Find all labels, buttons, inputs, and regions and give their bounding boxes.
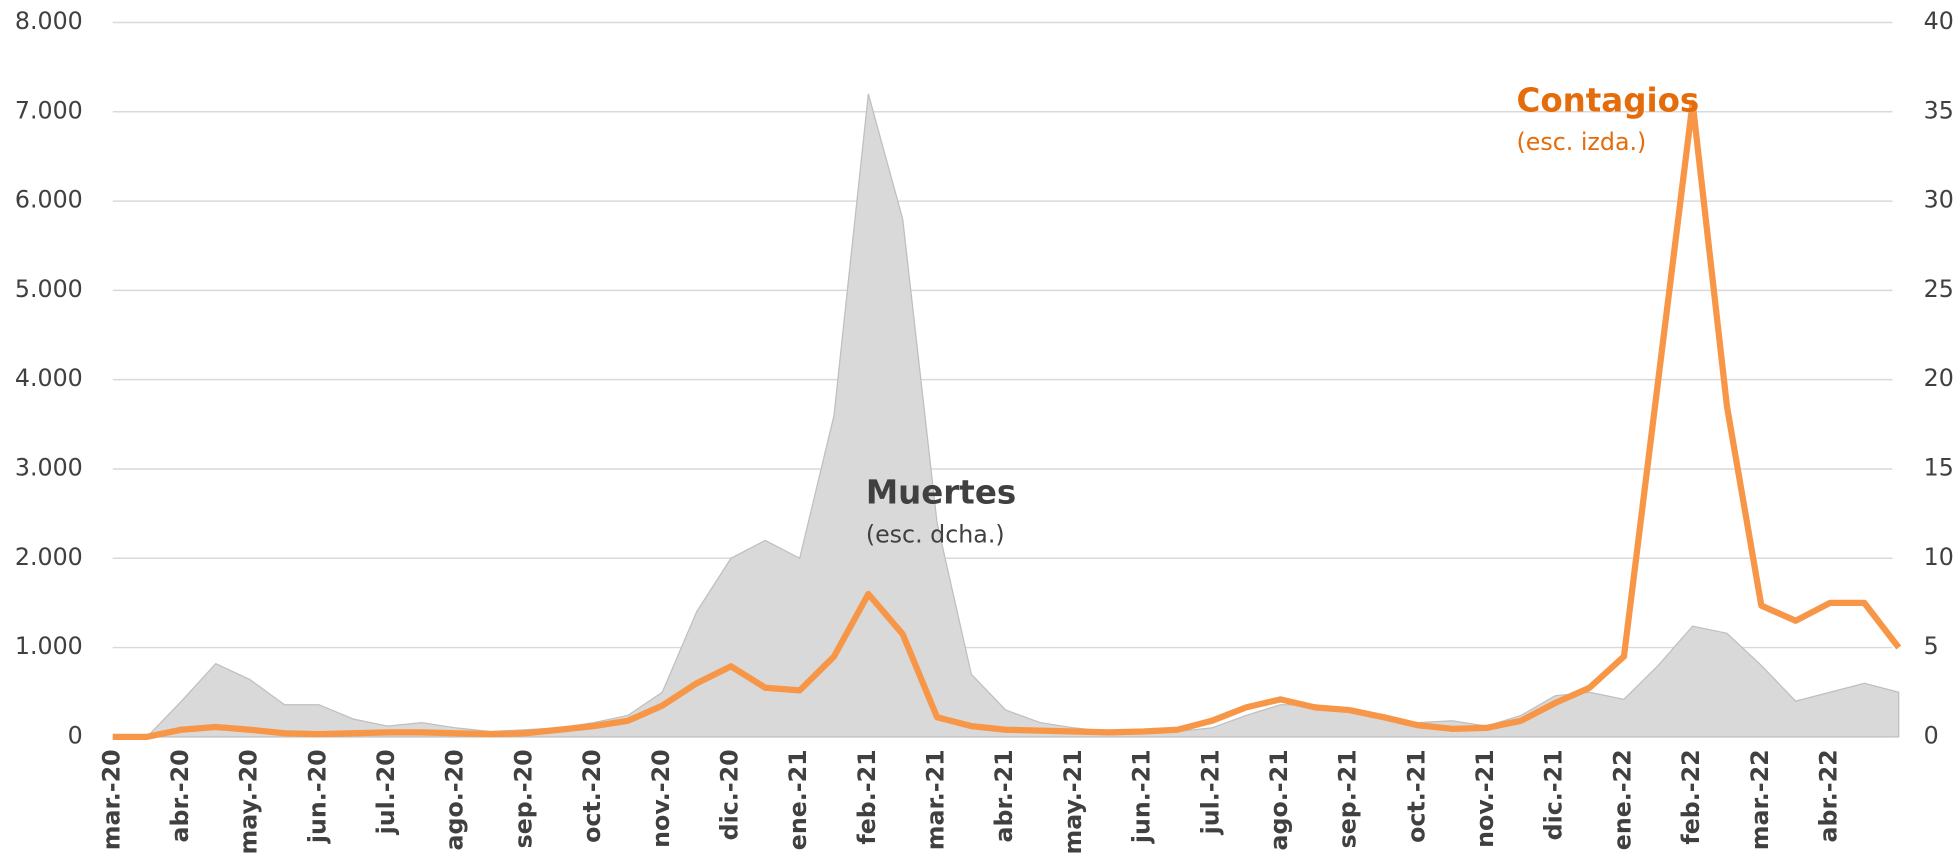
series-label: Muertes [866,474,1016,512]
y-tick-label: 6.000 [15,186,83,214]
x-tick-label: feb.-22 [1677,749,1705,844]
y-tick-label: 0 [68,721,83,749]
series-label: Contagios [1517,81,1700,119]
y-tick-label: 5.000 [15,275,83,303]
y2-tick-label: 5 [1924,632,1939,660]
x-tick-label: sep.-21 [1334,749,1362,848]
x-tick-label: oct.-20 [578,749,606,843]
line [112,99,1902,740]
y2-tick-label: 15 [1924,453,1954,481]
y-tick-label: 8.000 [15,7,83,35]
x-tick-label: ago.-21 [1265,749,1293,850]
x-tick-label: jul.-20 [372,749,400,835]
x-tick-label: sep.-20 [509,749,537,848]
x-tick-label: oct.-21 [1402,749,1430,843]
x-tick-label: ago.-20 [441,749,469,850]
y2-tick-label: 20 [1924,364,1954,392]
x-tick-label: may.-21 [1059,749,1087,854]
y-tick-label: 1.000 [15,632,83,660]
x-tick-label: jul.-21 [1196,749,1224,835]
x-tick-label: ene.-21 [784,749,812,850]
x-tick-label: mar.-22 [1746,749,1774,850]
x-tick-label: mar.-20 [97,749,125,850]
y2-tick-label: 40 [1924,7,1954,35]
y-tick-label: 2.000 [15,543,83,571]
x-tick-label: nov.-21 [1471,749,1499,848]
y2-tick-label: 10 [1924,543,1954,571]
x-tick-label: nov.-20 [647,749,675,848]
y-tick-label: 3.000 [15,453,83,481]
x-tick-label: abr.-22 [1815,749,1843,842]
x-tick-label: mar.-21 [922,749,950,850]
plot-area [112,93,1902,740]
x-tick-label: dic.-20 [715,749,743,840]
x-tick-label: ene.-22 [1608,749,1636,850]
y2-tick-label: 35 [1924,96,1954,124]
x-tick-label: jun.-21 [1128,749,1156,844]
x-tick-label: may.-20 [235,749,263,854]
labels: 0 1.000 2.000 3.000 4.000 5.000 6.000 7.000 8.00… [15,7,1954,855]
y2-tick-label: 30 [1924,186,1954,214]
y2-tick-label: 25 [1924,275,1954,303]
x-tick-label: feb.-21 [853,749,881,844]
x-tick-label: abr.-20 [166,749,194,842]
annotation: (esc. dcha.) [866,520,1005,548]
y-tick-label: 4.000 [15,364,83,392]
x-tick-label: dic.-21 [1540,749,1568,840]
y-tick-label: 7.000 [15,96,83,124]
area [112,93,1900,738]
y2-tick-label: 0 [1924,721,1939,749]
annotation: (esc. izda.) [1517,128,1647,156]
x-tick-label: abr.-21 [990,749,1018,842]
x-tick-label: jun.-20 [303,749,331,844]
grid [112,21,1893,738]
